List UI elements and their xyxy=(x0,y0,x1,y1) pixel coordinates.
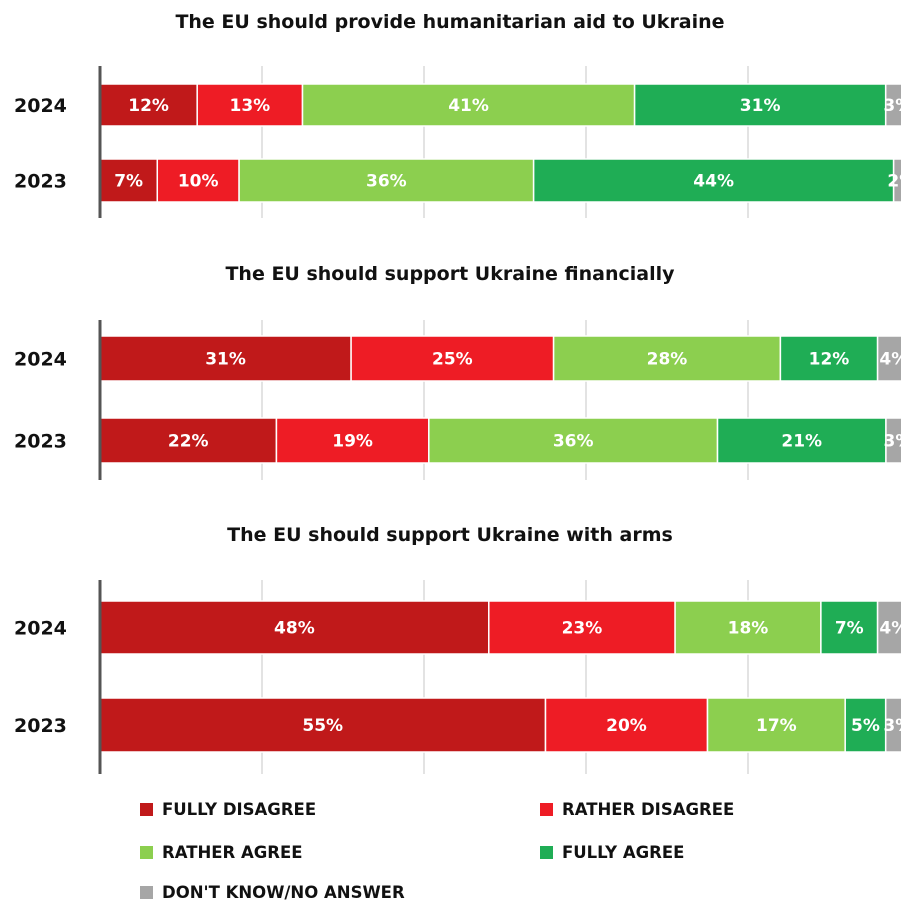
data-label-dont_know-2023: 3% xyxy=(883,716,901,736)
data-label-dont_know-2024: 3% xyxy=(883,96,901,116)
data-label-rather_agree-2024: 18% xyxy=(728,619,769,639)
bar-segment-rather_agree-2024 xyxy=(674,600,822,655)
bar-segment-fully_disagree-2024 xyxy=(99,83,198,127)
bar-segment-rather_disagree-2023 xyxy=(544,697,709,753)
data-label-dont_know-2023: 2% xyxy=(887,172,901,192)
data-label-rather_agree-2023: 17% xyxy=(756,716,797,736)
legend-swatch-dont_know xyxy=(140,886,153,899)
data-label-fully_disagree-2023: 55% xyxy=(302,716,343,736)
data-label-fully_agree-2023: 44% xyxy=(693,172,734,192)
legend-label-rather_disagree: RATHER DISAGREE xyxy=(562,800,734,819)
bar-segment-dont_know-2024 xyxy=(876,600,901,655)
data-label-rather_agree-2024: 41% xyxy=(448,96,489,116)
legend: FULLY DISAGREE RATHER DISAGREE RATHER AGRE… xyxy=(140,800,734,902)
bar-segment-rather_agree-2023 xyxy=(428,417,719,464)
category-label-2023: 2023 xyxy=(14,171,67,193)
legend-label-fully_agree: FULLY AGREE xyxy=(562,843,684,862)
bar-segment-dont_know-2023 xyxy=(885,417,901,464)
bar-segment-fully_agree-2023 xyxy=(532,158,895,203)
chart-title: The EU should support Ukraine with arms xyxy=(227,524,673,546)
data-label-rather_disagree-2024: 13% xyxy=(229,96,270,116)
data-label-rather_agree-2023: 36% xyxy=(553,432,594,452)
data-label-rather_disagree-2024: 25% xyxy=(432,350,473,370)
bar-segment-fully_disagree-2023 xyxy=(99,158,159,203)
bar-segment-rather_agree-2024 xyxy=(552,335,782,382)
data-label-fully_disagree-2023: 22% xyxy=(168,432,209,452)
legend-label-fully_disagree: FULLY DISAGREE xyxy=(162,800,316,819)
legend-swatch-fully_disagree xyxy=(140,803,153,816)
data-label-fully_agree-2023: 5% xyxy=(851,716,880,736)
bar-segment-dont_know-2024 xyxy=(884,83,901,127)
legend-swatch-rather_agree xyxy=(140,846,153,859)
data-label-rather_disagree-2023: 20% xyxy=(606,716,647,736)
category-label-2023: 2023 xyxy=(14,431,67,453)
chart-panel-1: The EU should provide humanitarian aid t… xyxy=(14,11,901,218)
chart-title: The EU should support Ukraine financiall… xyxy=(225,263,675,285)
bar-segment-rather_agree-2023 xyxy=(238,158,535,203)
data-label-rather_disagree-2024: 23% xyxy=(562,619,603,639)
legend-swatch-fully_agree xyxy=(540,846,553,859)
data-label-fully_agree-2024: 12% xyxy=(809,350,850,370)
chart-panel-3: The EU should support Ukraine with arms 2… xyxy=(14,524,901,774)
bar-segment-rather_disagree-2024 xyxy=(488,600,676,655)
bar-segment-rather_disagree-2023 xyxy=(275,417,430,464)
bar-segment-rather_agree-2023 xyxy=(706,697,846,753)
legend-label-rather_agree: RATHER AGREE xyxy=(162,843,303,862)
data-label-dont_know-2023: 3% xyxy=(884,432,901,452)
data-label-rather_disagree-2023: 10% xyxy=(178,172,219,192)
data-label-fully_disagree-2024: 48% xyxy=(274,619,315,639)
bar-segment-rather_disagree-2024 xyxy=(196,83,304,127)
bar-segment-dont_know-2023 xyxy=(884,697,901,753)
bar-segment-rather_disagree-2023 xyxy=(156,158,240,203)
data-label-rather_agree-2023: 36% xyxy=(366,172,407,192)
data-label-rather_disagree-2023: 19% xyxy=(332,432,373,452)
data-label-dont_know-2024: 4% xyxy=(879,619,901,639)
data-label-fully_agree-2023: 21% xyxy=(781,432,822,452)
category-label-2023: 2023 xyxy=(14,715,67,737)
category-label-2024: 2024 xyxy=(14,618,67,640)
category-label-2024: 2024 xyxy=(14,349,67,371)
data-label-fully_disagree-2024: 31% xyxy=(205,350,246,370)
data-label-dont_know-2024: 4% xyxy=(879,350,901,370)
data-label-fully_agree-2024: 31% xyxy=(740,96,781,116)
bar-segment-rather_agree-2024 xyxy=(301,83,636,127)
bar-segment-rather_disagree-2024 xyxy=(350,335,555,382)
bar-segment-fully_disagree-2023 xyxy=(99,697,547,753)
bar-segment-fully_agree-2023 xyxy=(844,697,887,753)
bar-segment-fully_agree-2024 xyxy=(779,335,879,382)
bar-segment-dont_know-2023 xyxy=(892,158,901,203)
category-label-2024: 2024 xyxy=(14,95,67,117)
chart-title: The EU should provide humanitarian aid t… xyxy=(175,11,724,33)
legend-swatch-rather_disagree xyxy=(540,803,553,816)
data-label-fully_disagree-2024: 12% xyxy=(128,96,169,116)
data-label-rather_agree-2024: 28% xyxy=(647,350,688,370)
data-label-fully_disagree-2023: 7% xyxy=(114,172,143,192)
bar-segment-fully_agree-2024 xyxy=(633,83,887,127)
chart-panel-2: The EU should support Ukraine financiall… xyxy=(14,263,901,480)
legend-label-dont_know: DON'T KNOW/NO ANSWER xyxy=(162,883,405,902)
bar-segment-dont_know-2024 xyxy=(876,335,901,382)
data-label-fully_agree-2024: 7% xyxy=(835,619,864,639)
